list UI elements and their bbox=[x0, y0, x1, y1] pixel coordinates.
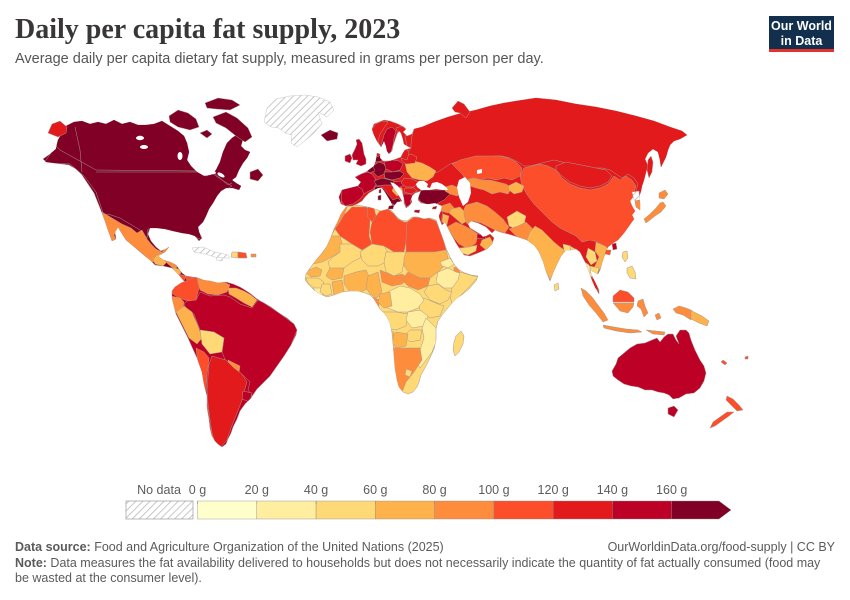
svg-text:0 g: 0 g bbox=[189, 483, 206, 497]
svg-text:120 g: 120 g bbox=[538, 483, 569, 497]
svg-text:40 g: 40 g bbox=[304, 483, 328, 497]
svg-text:20 g: 20 g bbox=[245, 483, 269, 497]
svg-text:No data: No data bbox=[137, 483, 181, 497]
svg-text:100 g: 100 g bbox=[478, 483, 509, 497]
svg-text:140 g: 140 g bbox=[597, 483, 628, 497]
svg-text:60 g: 60 g bbox=[363, 483, 387, 497]
svg-text:80 g: 80 g bbox=[422, 483, 446, 497]
svg-text:160 g: 160 g bbox=[656, 483, 687, 497]
